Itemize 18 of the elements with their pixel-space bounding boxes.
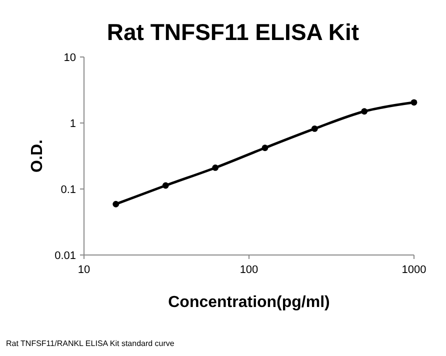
point [162, 182, 169, 189]
x-axis-title: Concentration(pg/ml) [168, 294, 330, 311]
y-tick-label: 1 [70, 118, 76, 130]
point [410, 99, 418, 106]
point [262, 144, 268, 152]
x-tick-label: 10 [78, 264, 90, 276]
y-tick-label: 10 [64, 52, 76, 64]
point [212, 164, 219, 171]
x-tick-label: 100 [240, 264, 258, 276]
point [112, 200, 120, 208]
y-axis-title: O.D. [29, 140, 46, 172]
x-tick-label: 1000 [402, 264, 426, 276]
point [311, 125, 318, 132]
text: Rat TNFSF11/RANKL ELISA Kit standard curve [6, 339, 175, 348]
y-tick-label: 0.1 [60, 184, 76, 196]
point [361, 108, 368, 115]
y-tick-label: 0.01 [54, 250, 76, 262]
chart-title: Rat TNFSF11 ELISA Kit [106, 19, 360, 45]
